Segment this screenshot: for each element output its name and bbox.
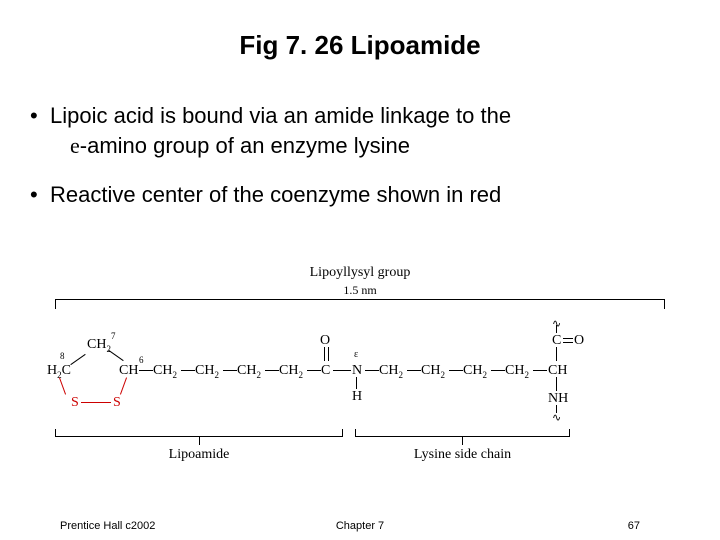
atom-c-pep-top: C (552, 333, 561, 349)
slide: Fig 7. 26 Lipoamide Lipoic acid is bound… (0, 0, 720, 540)
atom-h-amide: H (352, 389, 362, 405)
under-brackets: Lipoamide Lysine side chain (55, 429, 665, 469)
bond-pep-co-2 (563, 342, 573, 343)
bond-l4 (491, 370, 505, 371)
bond-ring-2 (108, 350, 123, 361)
bond-co-1 (324, 347, 325, 361)
bond-l5 (533, 370, 547, 371)
bond-c5 (307, 370, 321, 371)
chem-structure: H2C CH2 CH S S 8 7 6 CH2 CH2 CH2 CH2 C (55, 315, 665, 425)
bond-c3 (223, 370, 237, 371)
bullet-list: Lipoic acid is bound via an amide linkag… (30, 101, 690, 210)
wavy-bot: ∿ (552, 411, 559, 424)
top-group-label: Lipoyllysyl group (55, 265, 665, 281)
label-lysine: Lysine side chain (355, 447, 570, 463)
bracket-lipoamide (55, 429, 343, 437)
bond-ca-down (556, 377, 557, 391)
bond-ring-3 (59, 377, 66, 394)
page-title: Fig 7. 26 Lipoamide (30, 30, 690, 61)
bond-ring-4 (120, 377, 127, 394)
bond-s-s (81, 402, 111, 403)
label-lipoamide: Lipoamide (55, 447, 343, 463)
tick-lysine (462, 437, 463, 445)
atom-ch2-1: CH2 (153, 363, 177, 380)
chemical-figure: Lipoyllysyl group 1.5 nm H2C CH2 CH S S … (55, 265, 665, 469)
bullet-1-line2-rest: -amino group of an enzyme lysine (80, 133, 410, 158)
atom-ch2-ring: CH2 (87, 337, 111, 354)
atom-c-carbonyl: C (321, 363, 330, 379)
bond-l2 (407, 370, 421, 371)
atom-c-alpha: CH (548, 363, 567, 379)
atom-ch2-2: CH2 (195, 363, 219, 380)
atom-lch2-3: CH2 (463, 363, 487, 380)
atom-nh-pep: NH (548, 391, 568, 407)
atom-lch2-4: CH2 (505, 363, 529, 380)
atom-lch2-1: CH2 (379, 363, 403, 380)
bond-co-2 (328, 347, 329, 361)
bond-ring-1 (70, 354, 85, 365)
bond-cn (333, 370, 351, 371)
bullet-1-line1: Lipoic acid is bound via an amide linkag… (50, 103, 511, 128)
footer-right: 67 (628, 520, 640, 532)
atom-lch2-2: CH2 (421, 363, 445, 380)
ring-num-8: 8 (60, 351, 65, 361)
bracket-lysine (355, 429, 570, 437)
bullet-2: Reactive center of the coenzyme shown in… (30, 180, 690, 210)
top-length-label: 1.5 nm (55, 283, 665, 298)
epsilon-char: e (70, 133, 80, 158)
bullet-1: Lipoic acid is bound via an amide linkag… (30, 101, 690, 160)
bond-ca-up (556, 347, 557, 361)
bond-c4 (265, 370, 279, 371)
bond-nh (356, 377, 357, 389)
bond-c2 (181, 370, 195, 371)
top-bracket-group: Lipoyllysyl group 1.5 nm (55, 265, 665, 311)
atom-s-left: S (71, 395, 79, 411)
ring-num-7: 7 (111, 331, 116, 341)
ring-num-6: 6 (139, 355, 144, 365)
bond-pep-co-1 (563, 338, 573, 339)
bond-c1 (139, 370, 153, 371)
bond-l1 (365, 370, 379, 371)
atom-s-right: S (113, 395, 121, 411)
atom-epsilon-n: ε (354, 349, 358, 360)
atom-ch2-3: CH2 (237, 363, 261, 380)
bond-wavy-top (556, 325, 557, 333)
atom-ch2-4: CH2 (279, 363, 303, 380)
atom-o-pep-top: O (574, 333, 584, 349)
top-bracket-line (55, 299, 665, 309)
atom-ch-ring: CH (119, 363, 138, 379)
bullet-1-line2: e-amino group of an enzyme lysine (50, 131, 690, 161)
footer-center: Chapter 7 (0, 520, 720, 532)
tick-lipoamide (199, 437, 200, 445)
atom-n-amide: N (352, 363, 362, 379)
bond-l3 (449, 370, 463, 371)
